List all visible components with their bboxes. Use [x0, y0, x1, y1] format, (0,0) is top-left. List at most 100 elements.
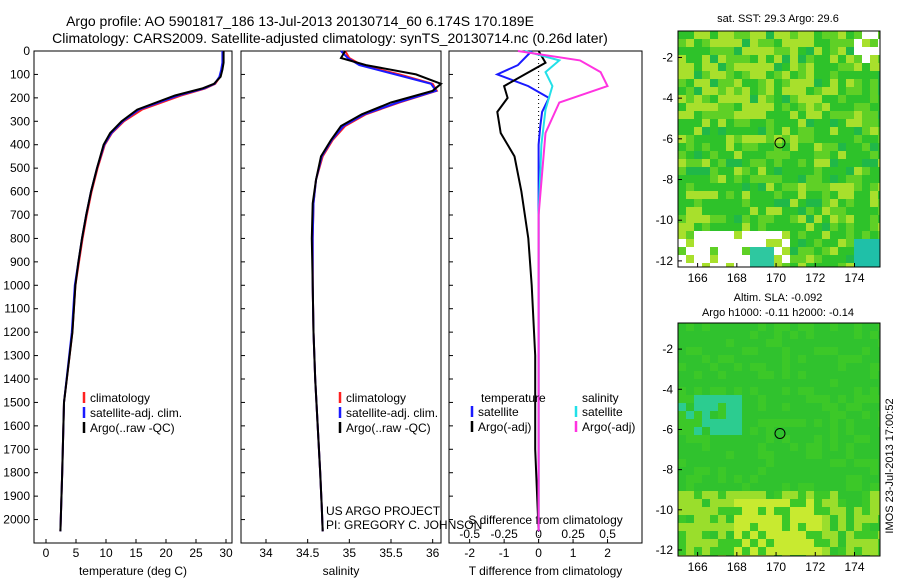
map-cell: [758, 135, 766, 143]
map-cell: [862, 331, 870, 339]
map-cell: [774, 395, 782, 403]
map-cell: [782, 515, 790, 523]
map-cell: [878, 47, 880, 55]
map-cell: [678, 63, 686, 71]
y-tick-label: 200: [10, 91, 30, 105]
map-cell: [774, 323, 782, 331]
map-cell: [838, 395, 846, 403]
map-cell: [686, 419, 694, 427]
map-cell: [686, 143, 694, 151]
x-tick-label: 20: [159, 546, 173, 560]
map-cell: [734, 427, 742, 435]
map-cell: [678, 451, 686, 459]
map-cell: [814, 387, 822, 395]
map-cell: [862, 427, 870, 435]
map-cell: [734, 87, 742, 95]
map-cell: [718, 483, 726, 491]
map-cell: [766, 363, 774, 371]
map-cell: [734, 467, 742, 475]
map-cell: [806, 435, 814, 443]
map-cell: [846, 395, 854, 403]
map-cell: [718, 363, 726, 371]
map-cell: [846, 151, 854, 159]
map-cell: [862, 111, 870, 119]
map-cell: [710, 507, 718, 515]
map-cell: [774, 419, 782, 427]
map-cell: [854, 231, 862, 239]
map-cell: [694, 451, 702, 459]
map-cell: [678, 379, 686, 387]
difference-panel: -2 -1 0 1 2-0.5 -0.25 0 0.25 0.5S difference fro…: [448, 50, 643, 578]
map-cell: [854, 483, 862, 491]
map-cell: [798, 239, 806, 247]
map-cell: [814, 119, 822, 127]
map-cell: [734, 223, 742, 231]
map-cell: [718, 395, 726, 403]
map-cell: [718, 119, 726, 127]
map-cell: [798, 403, 806, 411]
map-cell: [782, 47, 790, 55]
map-cell: [782, 411, 790, 419]
map-cell: [774, 183, 782, 191]
map-cell: [726, 255, 734, 263]
map-cell: [830, 467, 838, 475]
map-cell: [718, 379, 726, 387]
map-cell: [742, 547, 750, 555]
map-cell: [838, 247, 846, 255]
map-cell: [694, 103, 702, 111]
map-cell: [758, 427, 766, 435]
map-cell: [854, 331, 862, 339]
map-cell: [870, 523, 878, 531]
map-cell: [870, 483, 878, 491]
map-cell: [798, 63, 806, 71]
s-tick-label: -0.5: [459, 527, 480, 541]
map-cell: [798, 111, 806, 119]
map-cell: [798, 515, 806, 523]
map-cell: [718, 255, 726, 263]
map-cell: [766, 207, 774, 215]
map-cell: [750, 223, 758, 231]
map-cell: [750, 507, 758, 515]
map-cell: [678, 443, 686, 451]
map-cell: [710, 183, 718, 191]
map-cell: [814, 523, 822, 531]
map-cell: [846, 539, 854, 547]
map-cell: [846, 507, 854, 515]
map-cell: [878, 371, 880, 379]
map-cell: [878, 175, 880, 183]
map-cell: [742, 459, 750, 467]
map-cell: [726, 159, 734, 167]
map-cell: [862, 467, 870, 475]
map-cell: [718, 371, 726, 379]
map-cell: [782, 331, 790, 339]
map-cell: [798, 491, 806, 499]
map-cell: [854, 159, 862, 167]
map-cell: [758, 419, 766, 427]
map-cell: [734, 539, 742, 547]
map-cell: [758, 523, 766, 531]
map-cell: [830, 331, 838, 339]
map-cell: [790, 175, 798, 183]
map-cell: [870, 207, 878, 215]
map-cell: [726, 531, 734, 539]
map-cell: [814, 451, 822, 459]
map-cell: [798, 347, 806, 355]
map-cell: [782, 339, 790, 347]
y-tick-label: 1400: [3, 372, 30, 386]
map-cell: [774, 387, 782, 395]
map-cell: [862, 135, 870, 143]
map-cell: [702, 175, 710, 183]
map-cell: [846, 255, 854, 263]
map-cell: [678, 111, 686, 119]
map-cell: [702, 395, 710, 403]
x-tick-label: 10: [99, 546, 113, 560]
map-cell: [830, 491, 838, 499]
map-cell: [870, 403, 878, 411]
map-cell: [798, 443, 806, 451]
map-cell: [838, 379, 846, 387]
map-cell: [790, 143, 798, 151]
map-cell: [718, 419, 726, 427]
map-cell: [838, 467, 846, 475]
map-cell: [806, 207, 814, 215]
